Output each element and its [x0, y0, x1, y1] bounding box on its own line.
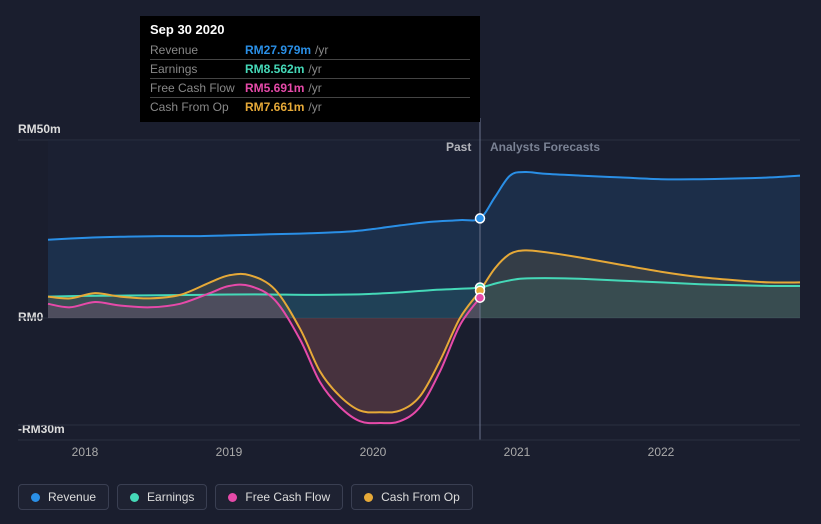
legend-dot-icon: [31, 493, 40, 502]
tooltip-table: RevenueRM27.979m/yrEarningsRM8.562m/yrFr…: [150, 41, 470, 116]
x-axis-label: 2019: [199, 445, 259, 459]
legend-label: Free Cash Flow: [245, 490, 330, 504]
legend-dot-icon: [130, 493, 139, 502]
x-axis-label: 2022: [631, 445, 691, 459]
tooltip-row-label: Earnings: [150, 60, 245, 79]
tooltip-row-label: Revenue: [150, 41, 245, 60]
legend-dot-icon: [228, 493, 237, 502]
legend-item[interactable]: Revenue: [18, 484, 109, 510]
marker-fcf: [476, 293, 485, 302]
tooltip-date: Sep 30 2020: [150, 22, 470, 37]
tooltip-row: EarningsRM8.562m/yr: [150, 60, 470, 79]
tooltip-row: RevenueRM27.979m/yr: [150, 41, 470, 60]
tooltip-row-value: RM27.979m/yr: [245, 41, 470, 60]
tooltip-row-label: Free Cash Flow: [150, 79, 245, 98]
legend-label: Cash From Op: [381, 490, 460, 504]
tooltip-row-value: RM7.661m/yr: [245, 98, 470, 117]
legend-item[interactable]: Free Cash Flow: [215, 484, 343, 510]
legend-label: Revenue: [48, 490, 96, 504]
legend-item[interactable]: Earnings: [117, 484, 207, 510]
legend-item[interactable]: Cash From Op: [351, 484, 473, 510]
chart-tooltip: Sep 30 2020 RevenueRM27.979m/yrEarningsR…: [140, 16, 480, 122]
legend-dot-icon: [364, 493, 373, 502]
x-axis-label: 2021: [487, 445, 547, 459]
tooltip-row-label: Cash From Op: [150, 98, 245, 117]
chart-legend: Revenue Earnings Free Cash Flow Cash From O…: [18, 484, 473, 510]
legend-label: Earnings: [147, 490, 194, 504]
tooltip-row-value: RM5.691m/yr: [245, 79, 470, 98]
x-axis-label: 2018: [55, 445, 115, 459]
tooltip-row: Cash From OpRM7.661m/yr: [150, 98, 470, 117]
marker-revenue: [476, 214, 485, 223]
x-axis-label: 2020: [343, 445, 403, 459]
financials-chart: Sep 30 2020 RevenueRM27.979m/yrEarningsR…: [0, 0, 821, 524]
tooltip-row-value: RM8.562m/yr: [245, 60, 470, 79]
tooltip-row: Free Cash FlowRM5.691m/yr: [150, 79, 470, 98]
